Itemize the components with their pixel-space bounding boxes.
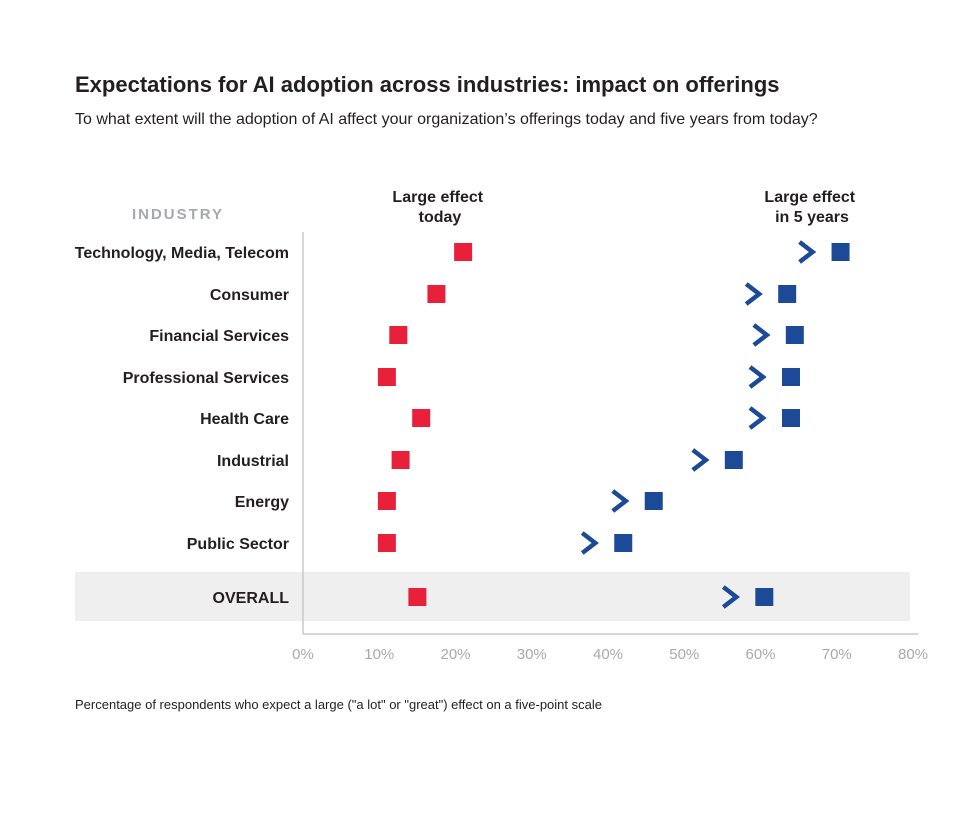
chart-subtitle: To what extent will the adoption of AI a… xyxy=(75,111,818,128)
category-label-energy: Energy xyxy=(235,494,289,511)
x-tick-label: 70% xyxy=(822,646,852,663)
arrow-public-sector xyxy=(416,531,599,555)
arrow-energy xyxy=(416,489,630,513)
marker-today-professional-services xyxy=(377,368,396,386)
arrow-health-care xyxy=(451,406,767,430)
category-label-financial-services: Financial Services xyxy=(149,328,289,345)
x-tick-label: 20% xyxy=(440,646,470,663)
x-tick-label: 30% xyxy=(517,646,547,663)
arrow-head-professional-services xyxy=(748,365,767,389)
arrow-financial-services xyxy=(428,323,771,347)
chart-footnote: Percentage of respondents who expect a l… xyxy=(75,697,602,712)
arrow-consumer xyxy=(466,282,763,306)
arrow-head-consumer xyxy=(744,282,763,306)
x-tick-label: 0% xyxy=(292,646,314,663)
arrow-industrial xyxy=(430,448,710,472)
legend-today: Large effect today xyxy=(392,189,487,226)
rows-layer: Technology, Media, Telecom Consumer Financ… xyxy=(75,240,850,609)
category-label-technology-media-telecom: Technology, Media, Telecom xyxy=(75,245,289,262)
marker-5-years-overall xyxy=(755,588,774,606)
marker-today-health-care xyxy=(412,409,431,427)
category-label-public-sector: Public Sector xyxy=(187,536,289,553)
arrow-head-overall xyxy=(721,585,741,609)
marker-5-years-health-care xyxy=(782,409,800,427)
legend-today-line2: today xyxy=(419,209,462,226)
category-label-consumer: Consumer xyxy=(210,287,289,304)
category-label-overall: OVERALL xyxy=(213,590,290,607)
x-tick-label: 80% xyxy=(898,646,928,663)
category-header: INDUSTRY xyxy=(132,206,224,223)
x-tick-label: 40% xyxy=(593,646,623,663)
marker-today-financial-services xyxy=(389,326,408,344)
legend-5-years: Large effect in 5 years xyxy=(764,189,859,226)
marker-5-years-consumer xyxy=(778,285,797,303)
marker-5-years-financial-services xyxy=(785,326,804,344)
arrow-technology-media-telecom xyxy=(493,240,817,264)
x-tick-label: 60% xyxy=(745,646,775,663)
x-tick-label: 10% xyxy=(364,646,394,663)
category-label-professional-services: Professional Services xyxy=(123,370,289,387)
arrow-head-energy xyxy=(611,489,630,513)
category-label-industrial: Industrial xyxy=(217,453,289,470)
legend-today-line1: Large effect xyxy=(392,189,483,206)
arrow-head-health-care xyxy=(748,406,767,430)
marker-today-consumer xyxy=(427,285,446,303)
marker-5-years-professional-services xyxy=(782,368,800,386)
marker-today-energy xyxy=(377,492,396,510)
marker-today-public-sector xyxy=(377,534,396,552)
marker-5-years-energy xyxy=(644,492,663,510)
marker-5-years-industrial xyxy=(724,451,743,469)
arrow-head-industrial xyxy=(691,448,710,472)
arrow-professional-services xyxy=(416,365,767,389)
legend-5-years-line1: Large effect xyxy=(764,189,855,206)
marker-today-technology-media-telecom xyxy=(454,243,473,261)
marker-5-years-public-sector xyxy=(614,534,633,552)
x-tick-label: 50% xyxy=(669,646,699,663)
arrow-head-technology-media-telecom xyxy=(798,240,817,264)
arrow-head-public-sector xyxy=(580,531,599,555)
arrow-head-financial-services xyxy=(752,323,771,347)
x-ticks-layer: 0% 10% 20% 30% 40% 50% 60% 70% 80% xyxy=(292,646,928,663)
marker-today-overall xyxy=(408,588,427,606)
marker-5-years-technology-media-telecom xyxy=(831,243,850,261)
category-label-health-care: Health Care xyxy=(200,411,289,428)
chart-title: Expectations for AI adoption across indu… xyxy=(75,72,780,97)
arrow-overall xyxy=(447,585,741,609)
legend-5-years-line2: in 5 years xyxy=(775,209,849,226)
marker-today-industrial xyxy=(391,451,410,469)
